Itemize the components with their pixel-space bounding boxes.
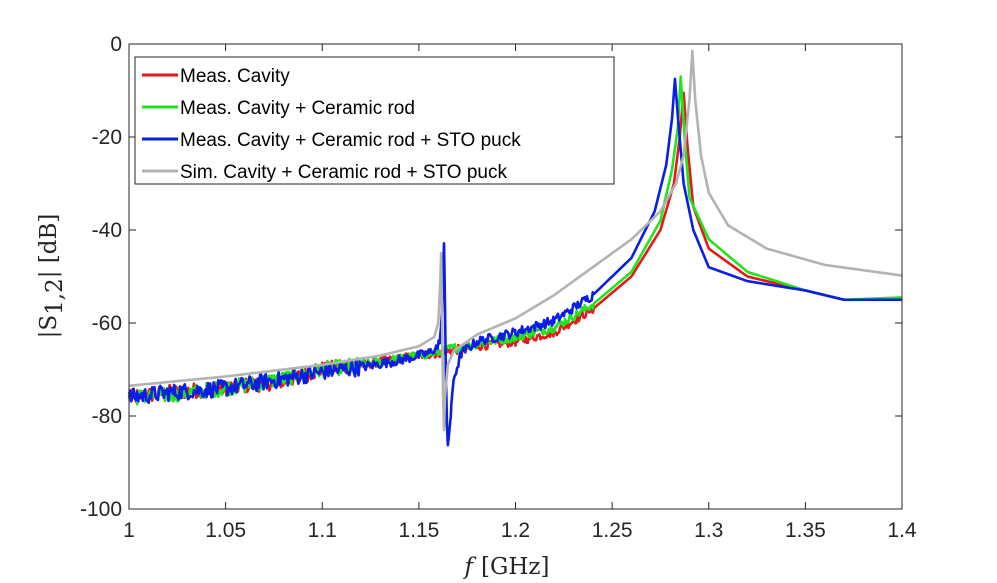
legend: Meas. Cavity Meas. Cavity + Ceramic rod Me… — [134, 56, 615, 185]
series-line — [127, 77, 903, 447]
y-tick-label: -100 — [80, 498, 122, 521]
legend-entry: Meas. Cavity + Ceramic rod — [180, 98, 415, 119]
x-tick-label: 1.1 — [308, 519, 337, 542]
legend-entry: Meas. Cavity + Ceramic rod + STO puck — [180, 130, 521, 151]
y-tick-label: -20 — [92, 126, 122, 149]
series-line — [128, 49, 903, 432]
x-tick-label: 1 — [123, 519, 135, 542]
x-tick-label: 1.25 — [592, 519, 633, 542]
legend-box — [134, 56, 615, 185]
x-axis-label: f [GHz] — [462, 554, 549, 580]
x-tick-label: 1.35 — [785, 519, 826, 542]
y-axis-label-subscript: 1,2 — [42, 278, 68, 315]
x-tick-label: 1.05 — [205, 519, 246, 542]
ticks-layer: 1 1.05 1.1 1.15 1.2 1.25 1.3 1.35 1.4 0 -20 -40 -60 -… — [80, 33, 917, 542]
y-axis-label-unit: | [dB] — [36, 214, 62, 279]
x-tick-label: 1.4 — [887, 519, 917, 542]
x-tick-label: 1.15 — [398, 519, 439, 542]
series-layer — [127, 49, 903, 447]
legend-entry: Meas. Cavity — [180, 66, 290, 87]
x-axis-symbol: f — [462, 554, 476, 580]
y-tick-label: -80 — [92, 405, 122, 428]
x-axis-unit: [GHz] — [481, 554, 550, 580]
y-axis-label: |S1,2| [dB] — [36, 214, 68, 339]
x-tick-label: 1.3 — [694, 519, 723, 542]
y-tick-label: -60 — [92, 312, 122, 335]
legend-entry: Sim. Cavity + Ceramic rod + STO puck — [180, 162, 507, 183]
x-tick-label: 1.2 — [501, 519, 530, 542]
y-tick-label: -40 — [92, 219, 122, 242]
y-axis-label-main: |S — [36, 315, 62, 339]
y-tick-label: 0 — [110, 33, 122, 56]
